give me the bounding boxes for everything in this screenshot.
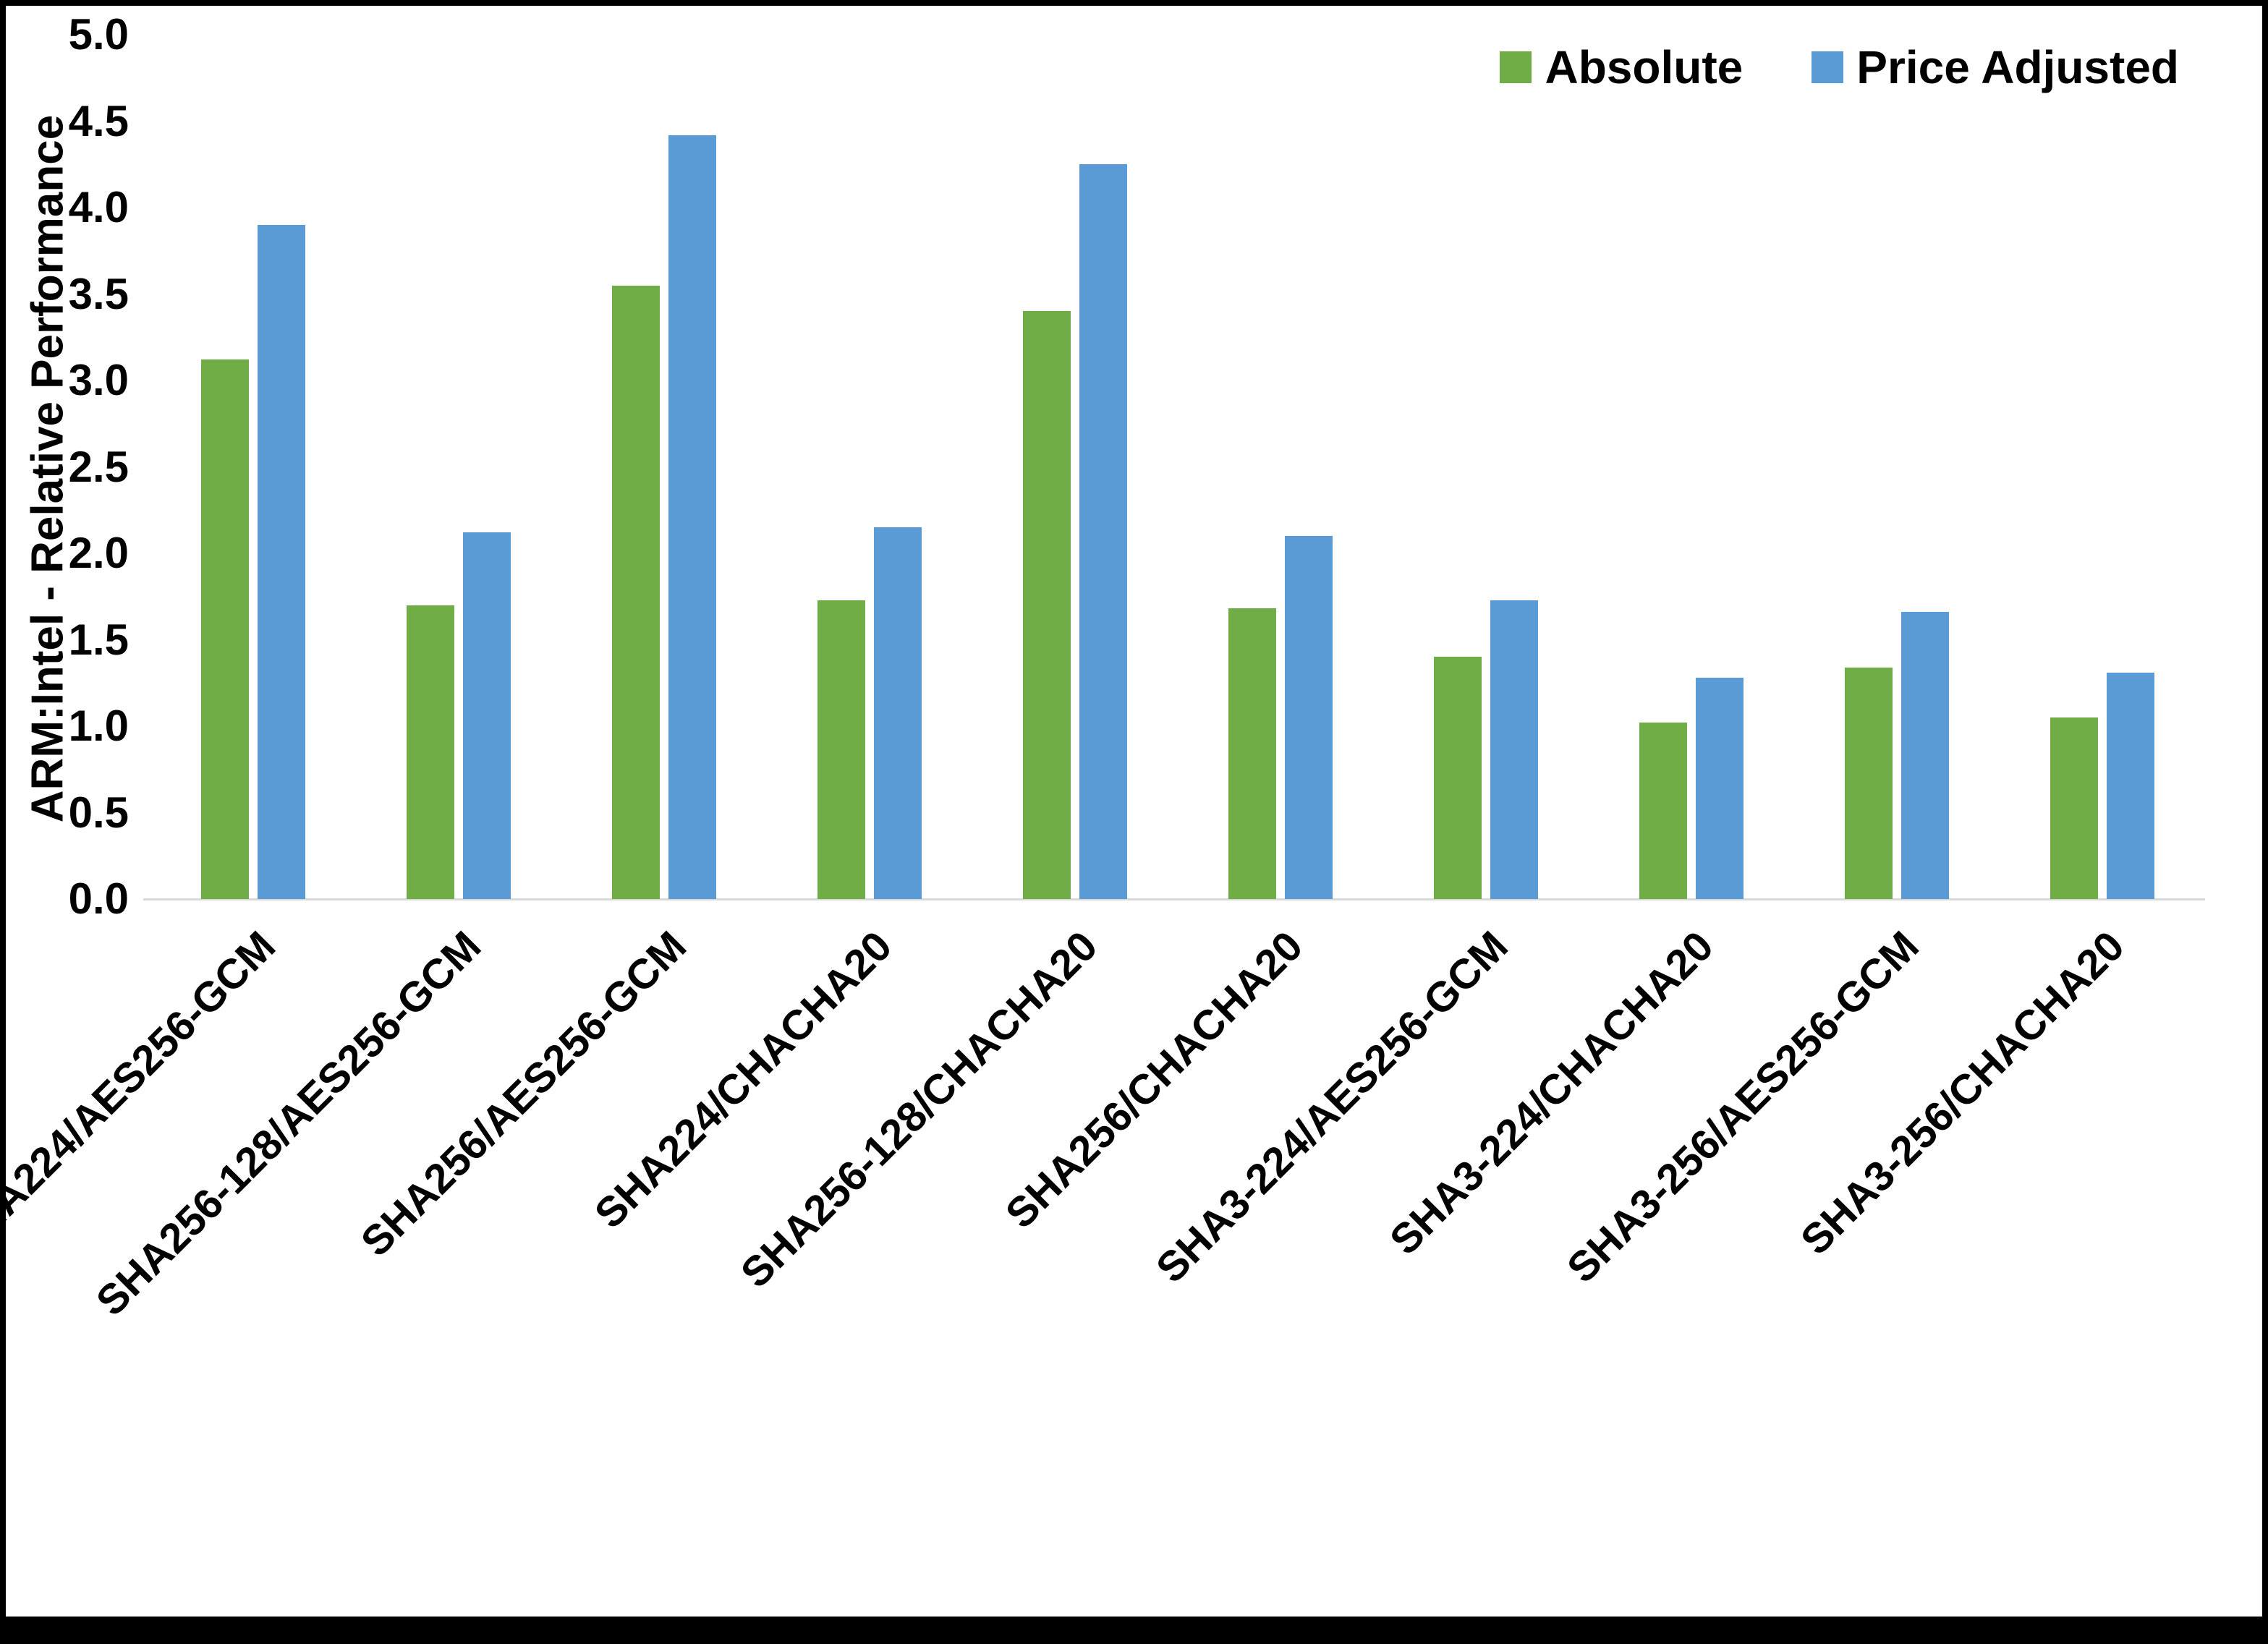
bar-price-adjusted [463, 532, 511, 899]
plot-area [143, 35, 2205, 900]
bar-absolute [817, 600, 865, 899]
bar-absolute [2050, 717, 2098, 899]
bar-group [1589, 35, 1794, 899]
y-tick-label: 4.5 [68, 96, 129, 145]
bar-price-adjusted [1285, 536, 1333, 899]
bar-price-adjusted [1490, 600, 1538, 899]
bar-absolute [1228, 608, 1276, 899]
bar-absolute [1845, 667, 1893, 899]
bar-group [1383, 35, 1589, 899]
legend-label-price-adjusted: Price Adjusted [1856, 41, 2179, 93]
bottom-border [6, 1617, 2262, 1638]
bar-group [2000, 35, 2205, 899]
y-tick-label: 4.0 [68, 183, 129, 231]
bar-price-adjusted [258, 224, 305, 899]
legend-item-absolute: Absolute [1500, 41, 1743, 94]
bar-group [150, 35, 356, 899]
y-tick-label: 3.0 [68, 356, 129, 404]
y-tick-label: 1.0 [68, 702, 129, 750]
bar-absolute [1023, 311, 1071, 899]
y-tick-label: 5.0 [68, 10, 129, 59]
bar-group [561, 35, 767, 899]
legend-label-absolute: Absolute [1545, 41, 1744, 93]
x-category-label: SHA224/AES256-GCM [0, 922, 285, 1266]
bar-absolute [407, 605, 454, 899]
y-tick-label: 1.5 [68, 615, 129, 664]
legend-swatch-absolute-icon [1500, 51, 1532, 83]
legend-item-price-adjusted: Price Adjusted [1812, 41, 2179, 94]
bar-group [1178, 35, 1383, 899]
bar-group [1794, 35, 2000, 899]
x-category-label: SHA3-256/AES256-GCM [1558, 922, 1929, 1292]
y-tick-label: 0.0 [68, 874, 129, 923]
bar-absolute [1639, 723, 1687, 899]
bar-price-adjusted [1901, 612, 1949, 899]
x-category-label: SHA256-128/CHACHA20 [731, 922, 1107, 1297]
x-category-label: SHA3-224/AES256-GCM [1147, 922, 1518, 1292]
bar-price-adjusted [1079, 164, 1127, 899]
x-axis-category-labels: SHA224/AES256-GCM SHA256-128/AES256-GCM SH… [6, 911, 2205, 1418]
y-tick-label: 2.0 [68, 529, 129, 577]
bar-price-adjusted [1696, 678, 1744, 899]
bar-group [972, 35, 1178, 899]
bar-group [356, 35, 561, 899]
y-tick-label: 3.5 [68, 269, 129, 318]
bar-price-adjusted [2107, 672, 2154, 899]
x-axis-line [143, 898, 2205, 900]
legend-swatch-price-adjusted-icon [1812, 51, 1844, 83]
legend: Absolute Price Adjusted [1500, 41, 2179, 94]
x-category-label: SHA256-128/AES256-GCM [87, 922, 490, 1325]
bar-group [767, 35, 972, 899]
y-axis-tick-labels: 0.0 0.5 1.0 1.5 2.0 2.5 3.0 3.5 4.0 4.5 5.0 [6, 13, 136, 921]
y-tick-label: 2.5 [68, 442, 129, 491]
bar-price-adjusted [668, 135, 716, 899]
bar-absolute [1434, 657, 1482, 899]
bar-absolute [201, 359, 249, 899]
y-tick-label: 0.5 [68, 788, 129, 837]
bar-price-adjusted [874, 527, 922, 899]
bar-absolute [612, 285, 660, 899]
